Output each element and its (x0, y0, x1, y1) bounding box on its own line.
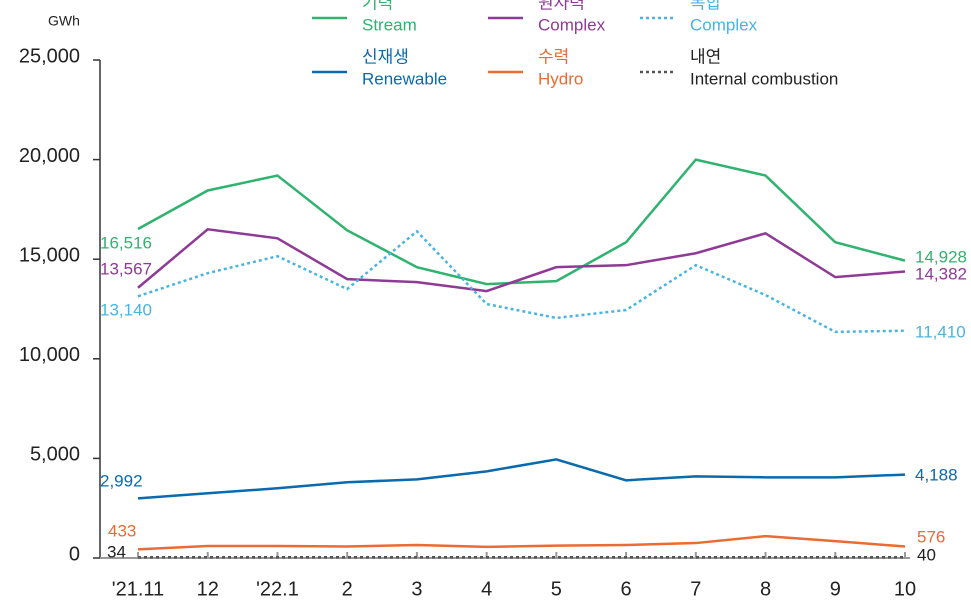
series-line (137, 458, 906, 500)
x-tick-label: 7 (690, 578, 701, 600)
x-tick-label: 6 (621, 578, 632, 600)
data-label: 13,567 (100, 259, 152, 278)
x-tick-label: 4 (481, 578, 492, 600)
y-tick-label: 10,000 (19, 344, 80, 366)
data-label: 34 (107, 542, 126, 561)
series-line (137, 229, 906, 334)
series-line (137, 534, 906, 551)
x-tick-label: 3 (411, 578, 422, 600)
x-tick-label: 10 (894, 578, 916, 600)
legend-label-ko: 수력 (538, 47, 569, 66)
y-tick-label: 0 (69, 543, 80, 565)
data-label: 4,188 (915, 465, 958, 484)
x-tick-label: 8 (760, 578, 771, 600)
x-tick-label: 5 (551, 578, 562, 600)
x-tick-label: 12 (197, 578, 219, 600)
legend-label: Renewable (362, 69, 447, 88)
series-line (137, 158, 906, 286)
x-tick-label: '22.1 (256, 578, 299, 600)
legend-label: Internal combustion (690, 69, 838, 88)
y-tick-label: 20,000 (19, 145, 80, 167)
data-label: 576 (917, 527, 945, 546)
data-label: 2,992 (100, 471, 143, 490)
data-label: 40 (917, 545, 936, 564)
x-tick-label: 2 (342, 578, 353, 600)
legend-label-ko: 복합 (690, 0, 722, 12)
y-tick-label: 15,000 (19, 244, 80, 266)
legend-label: Hydro (538, 69, 583, 88)
data-label: 11,410 (915, 322, 966, 341)
legend-label: Stream (362, 15, 417, 34)
legend-label: Complex (690, 15, 758, 34)
legend-label-ko: 기력 (362, 0, 393, 12)
legend-label: Complex (538, 15, 606, 34)
data-label: 14,928 (915, 247, 967, 266)
legend-label-ko: 신재생 (362, 47, 409, 66)
x-tick-label: '21.11 (112, 578, 164, 600)
legend-label-ko: 내연 (690, 47, 721, 66)
data-label: 16,516 (100, 233, 152, 252)
x-tick-label: 9 (830, 578, 841, 600)
y-tick-label: 5,000 (30, 444, 80, 466)
y-axis-label: GWh (48, 13, 80, 29)
data-label: 433 (108, 521, 136, 540)
series-line (137, 228, 906, 293)
data-label: 13,140 (100, 300, 152, 319)
legend-label-ko: 원자력 (538, 0, 585, 12)
data-label: 14,382 (915, 264, 967, 283)
y-tick-label: 25,000 (19, 45, 80, 67)
